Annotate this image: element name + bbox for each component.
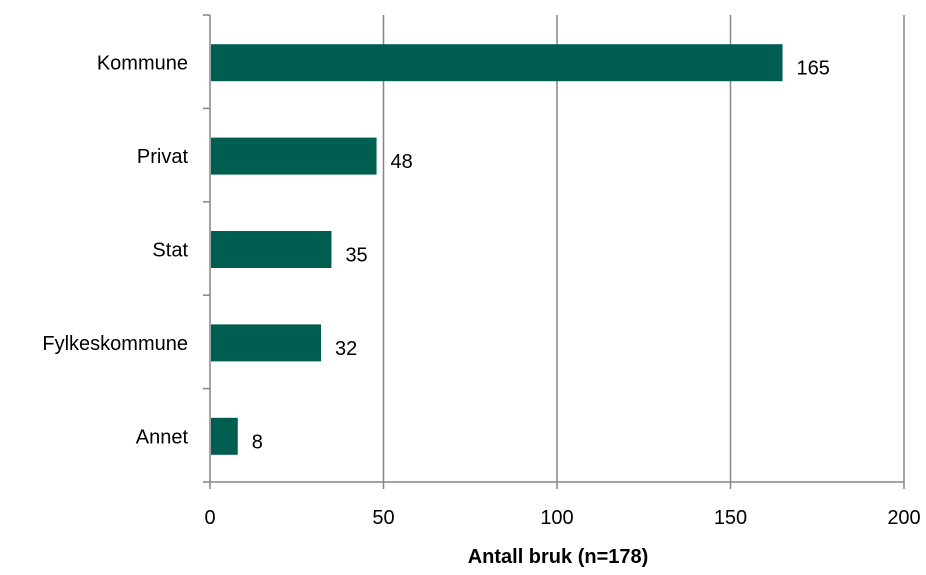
axes (203, 14, 905, 489)
x-tick-label: 150 (714, 507, 747, 529)
x-axis-title: Antall bruk (n=178) (468, 546, 649, 568)
bar-kommune (211, 44, 783, 82)
category-label: Stat (152, 240, 188, 262)
category-label: Fylkeskommune (42, 333, 188, 355)
bar-privat (211, 137, 377, 175)
x-tick-label: 200 (887, 507, 920, 529)
bar-stat (211, 231, 332, 268)
bars (211, 44, 783, 455)
x-tick-label: 100 (540, 507, 573, 529)
data-label: 32 (335, 338, 357, 360)
labels: 0 50 100 150 200 Kommune 165 Privat 48 Stat 35 Fylk… (42, 53, 920, 529)
x-tick-label: 50 (372, 507, 394, 529)
category-label: Kommune (97, 53, 188, 75)
data-label: 48 (391, 151, 413, 173)
bar-fylkeskommune (211, 324, 322, 362)
category-label: Privat (137, 146, 189, 168)
data-label: 8 (252, 431, 263, 453)
data-label: 165 (797, 58, 830, 80)
category-label: Annet (136, 426, 189, 448)
bar-annet (211, 417, 238, 455)
data-label: 35 (345, 245, 367, 267)
x-tick-label: 0 (204, 507, 215, 529)
gridlines (382, 15, 905, 482)
